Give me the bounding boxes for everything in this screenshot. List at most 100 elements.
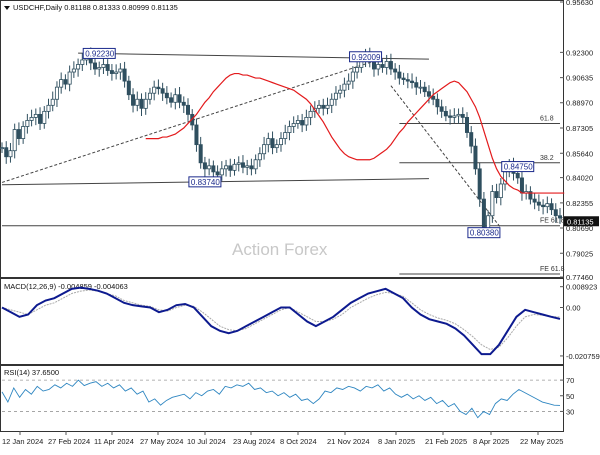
candle-body xyxy=(21,126,26,139)
candle-body xyxy=(236,162,241,165)
macd-lines: 0.008923 0.00 -0.020759 xyxy=(1,283,600,361)
x-tick-label: 27 May 2024 xyxy=(140,437,183,446)
candle-body xyxy=(439,106,444,112)
candle-body xyxy=(177,94,182,103)
price-annotation-box xyxy=(188,176,222,188)
candle-body xyxy=(139,98,144,109)
candle-body xyxy=(317,104,322,109)
candle-body xyxy=(270,138,275,149)
price-tick-label: 0.82355 xyxy=(566,199,593,208)
x-tick-label: 12 Jan 2024 xyxy=(2,437,43,446)
price-annotation-box xyxy=(82,47,116,59)
chevron-down-icon[interactable] xyxy=(4,6,10,10)
candle-body xyxy=(473,145,478,170)
x-tick-label: 8 Jan 2025 xyxy=(378,437,415,446)
candle-body xyxy=(545,203,550,208)
candle-body xyxy=(443,110,448,117)
rsi-tick-label: 50 xyxy=(566,392,574,401)
fib-level-label: FE 61.8 xyxy=(540,218,565,225)
candle-body xyxy=(67,71,72,85)
macd-tick-label: -0.020759 xyxy=(566,352,600,361)
price-tick-label: 0.85640 xyxy=(566,149,593,158)
moving-average xyxy=(145,72,565,194)
candle-body xyxy=(147,92,152,100)
price-tick-label: 0.79025 xyxy=(566,249,593,258)
rsi-panel-title: RSI(14) 37.6500 xyxy=(4,368,59,377)
candle-body xyxy=(46,104,51,112)
candle-body xyxy=(25,120,30,127)
candle-body xyxy=(435,98,440,108)
candle-body xyxy=(29,117,34,121)
candle-body xyxy=(33,113,38,118)
last-price-label: 0.81135 xyxy=(567,217,594,226)
candle-body xyxy=(549,203,554,211)
candle-body xyxy=(460,113,465,118)
candle-body xyxy=(71,68,76,73)
candle-body xyxy=(304,117,309,126)
candle-body xyxy=(371,61,376,70)
candle-body xyxy=(553,209,558,217)
candle-body xyxy=(257,153,262,161)
candle-body xyxy=(232,163,237,171)
candle-body xyxy=(16,129,21,139)
candle-body xyxy=(558,215,563,219)
x-tick-label: 10 Jul 2024 xyxy=(187,437,226,446)
candle-body xyxy=(101,64,106,68)
candle-body xyxy=(118,68,123,73)
candle-body xyxy=(384,61,389,68)
candle-body xyxy=(245,165,250,168)
price-axis: 0.95630 0.92300 0.90635 0.88970 0.87305 0.856… xyxy=(560,0,593,282)
price-tick-label: 0.80690 xyxy=(566,224,593,233)
price-panel-title-group: USDCHF,Daily 0.81188 0.81333 0.80999 0.8… xyxy=(4,3,178,12)
candle-body xyxy=(469,132,474,147)
candle-body xyxy=(126,80,131,96)
fib-level-label: FE 61.8 xyxy=(540,266,565,273)
candle-body xyxy=(38,113,43,124)
candle-body xyxy=(431,95,436,100)
candle-body xyxy=(278,138,283,146)
candle-body xyxy=(333,92,338,100)
macd-panel-title: MACD(12,26,9) -0.004859 -0.004063 xyxy=(4,282,128,291)
rsi-tick-label: 30 xyxy=(566,407,574,416)
x-tick-label: 11 Apr 2024 xyxy=(94,437,134,446)
candle-body xyxy=(97,67,102,70)
last-price-tag xyxy=(564,216,599,227)
candle-body xyxy=(50,98,55,106)
candle-body xyxy=(414,82,419,88)
candle-body xyxy=(274,144,279,149)
price-tick-label: 0.88970 xyxy=(566,99,593,108)
candle-body xyxy=(418,86,423,89)
candle-body xyxy=(181,101,186,106)
candle-body xyxy=(452,115,457,118)
candle-body xyxy=(325,104,330,109)
fib-level-label: 61.8 xyxy=(540,115,554,122)
candle-body xyxy=(422,86,427,93)
x-tick-label: 8 Apr 2025 xyxy=(473,437,509,446)
price-tick-label: 0.90635 xyxy=(566,74,593,83)
candle-body xyxy=(519,177,524,194)
candle-body xyxy=(207,165,212,170)
x-tick-label: 8 Oct 2024 xyxy=(280,437,317,446)
candle-body xyxy=(541,204,546,208)
candle-body xyxy=(240,162,245,168)
price-annotation-box xyxy=(467,227,501,239)
candle-body xyxy=(300,120,305,126)
candle-body xyxy=(198,144,203,164)
rsi-tick-label: 70 xyxy=(566,376,574,385)
candle-body xyxy=(528,191,533,200)
candle-body xyxy=(515,172,520,179)
price-tick-label: 0.84020 xyxy=(566,174,593,183)
candle-body xyxy=(287,126,292,133)
candle-body xyxy=(308,110,313,118)
price-tick-label: 0.77460 xyxy=(566,273,593,282)
candle-body xyxy=(42,110,47,124)
candle-body xyxy=(173,94,178,103)
candle-body xyxy=(156,86,161,90)
candle-body xyxy=(266,138,271,146)
candle-body xyxy=(490,191,495,217)
candle-body xyxy=(122,68,127,82)
candle-body xyxy=(185,104,190,115)
candle-body xyxy=(376,64,381,70)
